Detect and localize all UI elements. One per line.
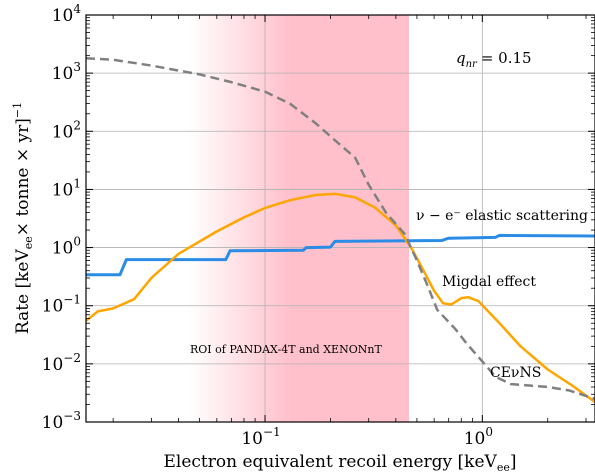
- y-tick-label: 101: [52, 176, 81, 200]
- roi-band: [189, 15, 410, 422]
- y-tick-label: 104: [52, 2, 82, 26]
- y-axis-label: Rate [keVee× tonne × yr]−1: [11, 102, 35, 334]
- series-line: [86, 57, 595, 401]
- plot-frame: [85, 14, 595, 423]
- series-line: [86, 192, 595, 404]
- y-tick-label: 10−1: [42, 293, 81, 317]
- y-tick-label: 102: [52, 118, 81, 142]
- x-axis-label: Electron equivalent recoil energy [keVee…: [164, 452, 517, 472]
- nu-e-label: ν − e⁻ elastic scattering: [416, 208, 588, 224]
- frame: [85, 14, 595, 423]
- series-line: [86, 233, 595, 277]
- x-tick-label: 100: [464, 425, 493, 449]
- y-tick-label: 10−3: [42, 409, 81, 433]
- ticks: 10−1 100 10−3 10−2 10−1 100 101 102 103 104: [42, 2, 595, 449]
- y-tick-label: 100: [52, 235, 81, 259]
- x-tick-label: 10−1: [241, 425, 280, 449]
- y-tick-label: 103: [52, 60, 81, 84]
- cevns-label: CEνNS: [490, 365, 541, 381]
- migdal-label: Migdal effect: [442, 274, 536, 290]
- q-annotation: qnr = 0.15: [456, 49, 532, 70]
- roi-label: ROI of PANDAX-4T and XENONnT: [190, 343, 382, 356]
- y-tick-label: 10−2: [42, 351, 81, 375]
- series: [86, 57, 595, 404]
